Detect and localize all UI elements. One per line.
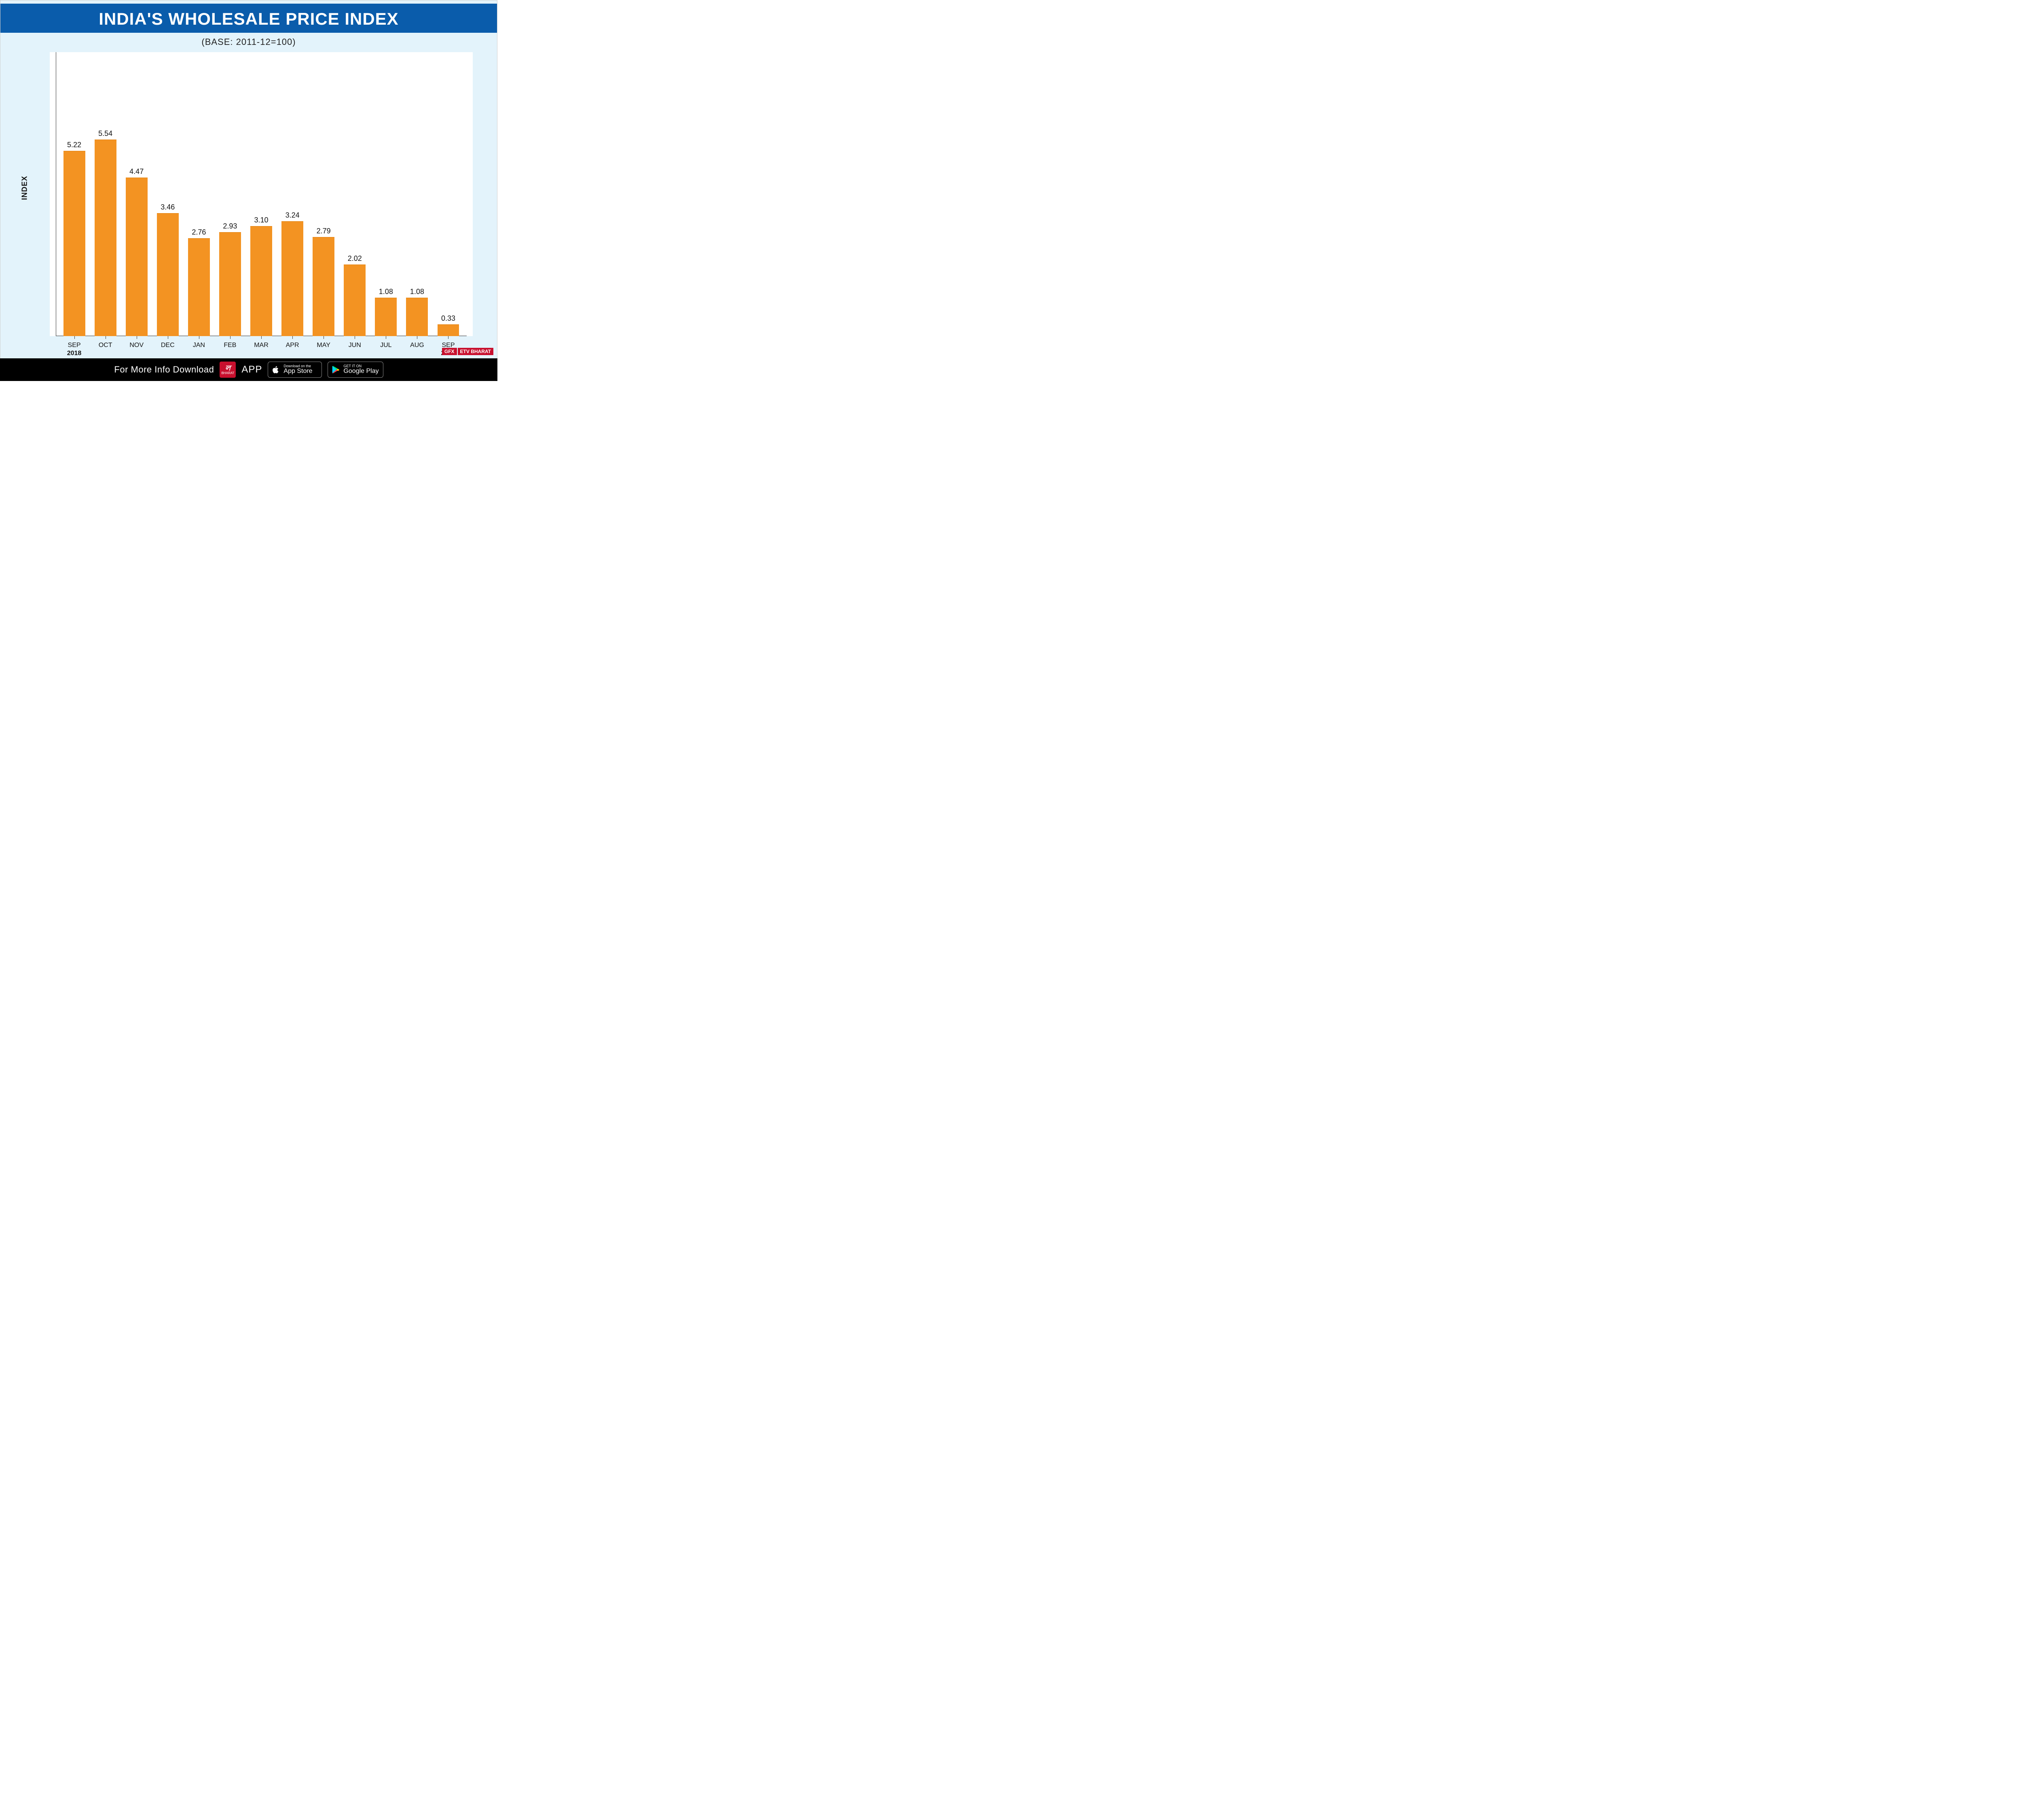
googleplay-badge[interactable]: GET IT ON Google Play (328, 362, 383, 378)
x-tick-month: APR (278, 342, 307, 349)
watermark-etv: ETV BHARAT (458, 348, 493, 355)
subtitle: (BASE: 2011-12=100) (0, 33, 497, 50)
x-tick-month: MAR (246, 342, 276, 349)
x-tick-month: AUG (402, 342, 432, 349)
x-tick-month: JAN (184, 342, 214, 349)
x-tick-year: 2018 (59, 350, 89, 357)
apple-icon (271, 365, 280, 374)
x-tick-label: FEB (214, 342, 245, 357)
x-tick-month: JUN (340, 342, 370, 349)
x-tick-month: JUL (371, 342, 401, 349)
x-tick (292, 336, 293, 339)
x-tick (74, 336, 75, 339)
googleplay-icon (331, 365, 340, 374)
etv-logo-icon: ল (225, 364, 231, 372)
infographic-container: INDIA'S WHOLESALE PRICE INDEX (BASE: 201… (0, 0, 497, 381)
x-tick (261, 336, 262, 339)
x-axis-labels: SEP2018OCTNOVDECJANFEBMARAPRMAYJUNJULAUG… (50, 342, 473, 357)
appstore-text: Download on the App Store (283, 364, 312, 375)
x-tick-month: DEC (153, 342, 182, 349)
title-text: INDIA'S WHOLESALE PRICE INDEX (99, 9, 398, 28)
appstore-badge[interactable]: Download on the App Store (268, 362, 322, 378)
x-ticks (59, 52, 464, 336)
x-tick-month: SEP (59, 342, 89, 349)
source-watermark: GFX ETV BHARAT (442, 348, 493, 355)
y-axis-label: INDEX (21, 176, 29, 200)
x-tick-month: FEB (215, 342, 245, 349)
x-tick-label: MAY (308, 342, 339, 357)
x-tick-label: APR (277, 342, 308, 357)
googleplay-big: Google Play (343, 368, 379, 375)
x-tick-label: NOV (121, 342, 152, 357)
x-tick-month: MAY (309, 342, 338, 349)
x-tick-label: JUL (370, 342, 402, 357)
x-tick-label: AUG (402, 342, 433, 357)
footer-app-word: APP (241, 364, 262, 375)
footer-text: For More Info Download (114, 364, 214, 375)
x-tick-label: OCT (90, 342, 121, 357)
footer-bar: For More Info Download ল BHARAT APP Down… (0, 358, 497, 381)
x-tick-label: JAN (183, 342, 214, 357)
watermark-gfx: GFX (442, 348, 457, 355)
x-tick-label: SEP2018 (59, 342, 90, 357)
x-tick-label: JUN (339, 342, 370, 357)
etv-logo-badge: ল BHARAT (220, 362, 236, 378)
etv-logo-label: BHARAT (221, 372, 234, 375)
x-tick-label: MAR (245, 342, 277, 357)
plot-region: 5.225.544.473.462.762.933.103.242.792.02… (50, 52, 473, 336)
x-tick-label: DEC (152, 342, 183, 357)
x-tick-month: OCT (91, 342, 120, 349)
title-bar: INDIA'S WHOLESALE PRICE INDEX (0, 4, 497, 33)
appstore-big: App Store (283, 368, 312, 375)
chart-area: INDEX 5.225.544.473.462.762.933.103.242.… (25, 52, 473, 381)
x-tick (230, 336, 231, 339)
googleplay-text: GET IT ON Google Play (343, 364, 379, 375)
x-tick-month: NOV (122, 342, 151, 349)
